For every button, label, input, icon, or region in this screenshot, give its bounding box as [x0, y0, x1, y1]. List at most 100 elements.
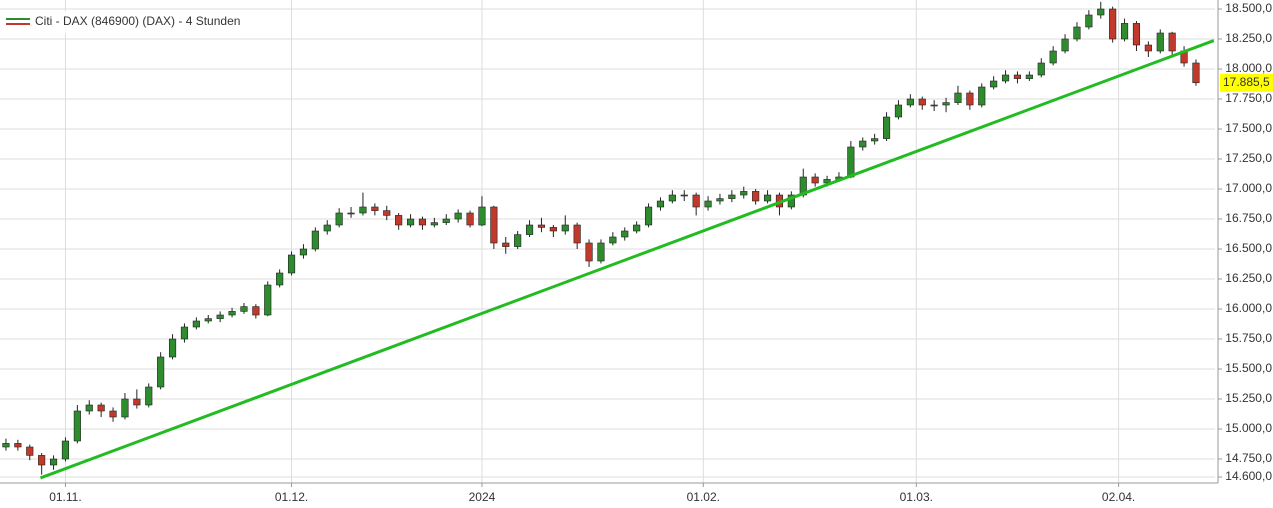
candle-body: [692, 194, 700, 208]
y-tick-label: 16.500,0: [1225, 241, 1272, 255]
y-tick-label: 16.750,0: [1225, 211, 1272, 225]
candle-body: [49, 458, 58, 466]
candle-body: [204, 318, 212, 322]
candle-body: [906, 98, 914, 106]
candle-body: [2, 443, 10, 448]
candle-body: [264, 284, 272, 316]
candle-body: [656, 200, 665, 208]
candle-body: [537, 224, 546, 228]
candle-body: [252, 306, 260, 316]
candle-body: [847, 146, 855, 178]
candle-body: [882, 116, 891, 139]
x-tick-label: 01.11.: [49, 490, 81, 504]
candle-body: [894, 104, 903, 118]
y-tick-label: 15.500,0: [1225, 361, 1272, 375]
candle-body: [1037, 62, 1045, 76]
grid: [0, 0, 1215, 483]
legend: [3, 11, 223, 33]
candle-body: [1073, 26, 1081, 40]
y-tick-label: 15.000,0: [1225, 421, 1272, 435]
candle-body: [859, 140, 867, 148]
candle-body: [573, 224, 581, 244]
candle-body: [121, 398, 129, 418]
candle-body: [1013, 74, 1022, 79]
candle-body: [1061, 38, 1069, 52]
candle-body: [395, 215, 403, 226]
candle-body: [180, 326, 189, 340]
candle-body: [383, 210, 391, 216]
legend-label: Citi - DAX (846900) (DAX) - 4 Stunden: [35, 14, 240, 28]
candle-body: [644, 206, 653, 226]
candle-body: [1156, 32, 1164, 52]
candle-body: [73, 410, 81, 442]
y-tick-label: 17.750,0: [1225, 91, 1272, 105]
candle-body: [145, 386, 153, 406]
candle-body: [1109, 8, 1117, 40]
candle-body: [311, 230, 319, 250]
candle-body: [740, 191, 748, 196]
candle-body: [287, 254, 296, 274]
candle-body: [276, 272, 284, 286]
candle-body: [680, 194, 688, 197]
candle-body: [978, 86, 986, 106]
last-price-label: 17.885,5: [1223, 75, 1270, 89]
candle-body: [597, 242, 605, 262]
y-tick-label: 17.000,0: [1225, 181, 1272, 195]
candle-body: [871, 138, 879, 142]
candle-body: [478, 206, 486, 226]
candle-body: [668, 194, 676, 202]
candle-body: [811, 176, 819, 184]
candle-body: [430, 222, 438, 226]
candle-body: [490, 206, 498, 244]
candle-body: [561, 224, 569, 232]
x-tick-label: 01.02.: [687, 490, 720, 504]
candle-body: [585, 242, 593, 262]
candle-body: [406, 218, 415, 226]
last-price-tag: [1220, 73, 1273, 92]
candle-body: [26, 446, 34, 456]
candle-body: [525, 224, 534, 235]
candle-body: [514, 234, 522, 247]
candle-body: [1025, 74, 1033, 79]
candle-body: [1168, 32, 1176, 52]
candle-body: [454, 212, 462, 220]
candle-body: [930, 104, 938, 107]
candle-body: [787, 194, 795, 208]
x-tick-label: 01.12.: [275, 490, 308, 504]
x-tick-label: 2024: [469, 490, 496, 504]
y-tick-label: 15.250,0: [1225, 391, 1272, 405]
candle-body: [942, 102, 950, 106]
candle-body: [716, 198, 724, 202]
candle-body: [1001, 74, 1010, 82]
candle-body: [192, 320, 200, 328]
candle-body: [61, 440, 70, 460]
candle-body: [752, 191, 760, 202]
candle-body: [918, 98, 926, 106]
candle-body: [14, 443, 22, 448]
candle-body: [1085, 14, 1093, 28]
y-tick-label: 14.600,0: [1225, 469, 1272, 483]
candle-body: [240, 306, 248, 312]
candle-body: [704, 200, 712, 208]
candle-body: [954, 92, 962, 103]
candle-body: [633, 224, 641, 232]
candle-body: [1120, 23, 1129, 40]
y-tick-label: 16.250,0: [1225, 271, 1272, 285]
x-tick-label: 01.03.: [900, 490, 933, 504]
candle-body: [323, 224, 331, 232]
candle-body: [38, 455, 46, 466]
candle-body: [97, 404, 105, 412]
candle-body: [728, 194, 736, 199]
trendline: [39, 39, 1215, 480]
candle-body: [359, 206, 367, 214]
candle-body: [335, 212, 343, 226]
candle-body: [371, 206, 379, 211]
candle-body: [621, 230, 629, 238]
y-tick-label: 18.250,0: [1225, 31, 1272, 45]
candle-body: [85, 404, 93, 412]
candle-body: [418, 218, 427, 226]
x-tick-label: 02.04.: [1102, 490, 1135, 504]
y-tick-label: 18.500,0: [1225, 1, 1272, 15]
